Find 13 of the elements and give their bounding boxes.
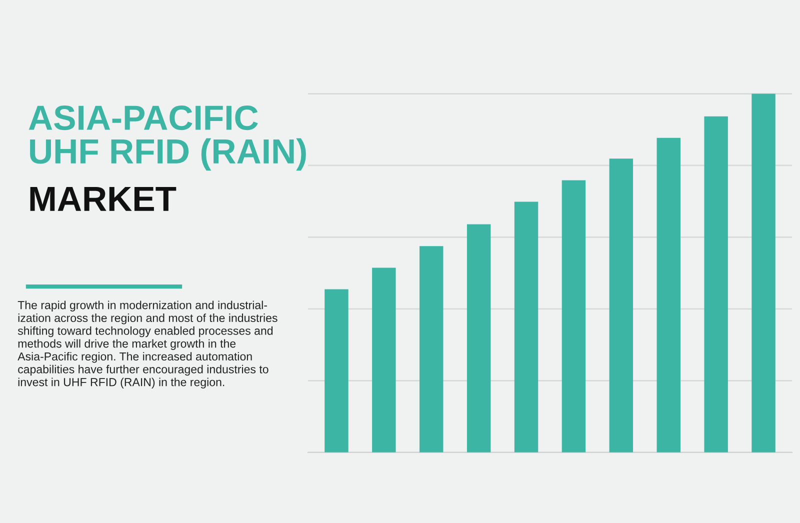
bar [562,180,586,452]
bar [656,138,680,452]
bar [466,224,491,452]
text: The rapid growth in modernization and industrial- ization across the region and most of the industries shifting toward technology enabled processes and methods will drive the market growth in the Asia-Pacific region. The increased automation capabilities have further encouraged industries to invest in UHF RFID (RAIN) in the region. [18,300,278,388]
bar [704,116,728,452]
bar [609,158,634,452]
text: MARKET [30,186,176,211]
bar [420,246,444,452]
bar [514,202,538,452]
text: ASIA-PACIFIC UHF RFID (RAIN) [28,106,306,171]
bar [752,94,776,452]
bar [372,268,396,452]
bar [324,289,348,452]
